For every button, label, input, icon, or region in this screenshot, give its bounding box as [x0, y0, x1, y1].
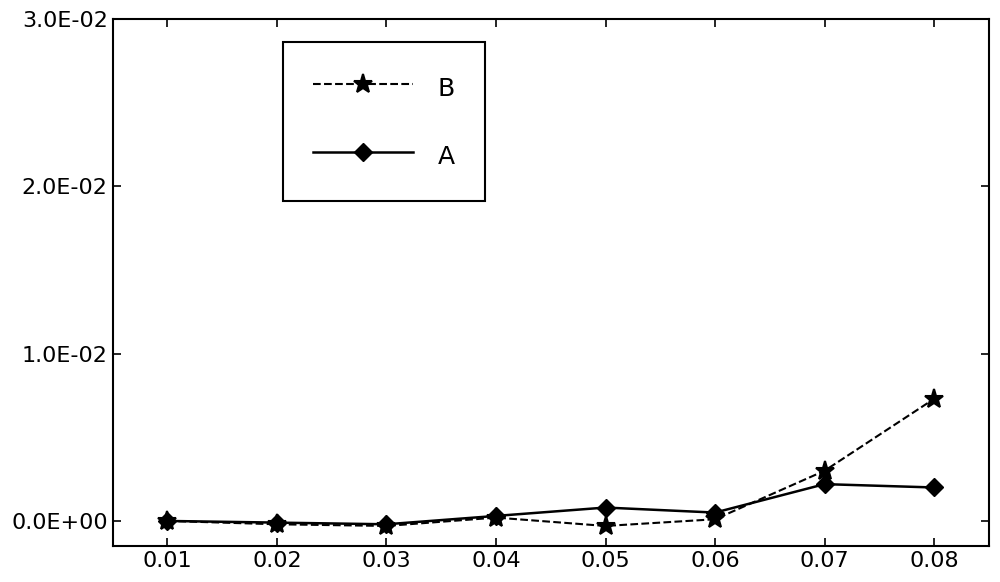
A	[709, 509, 721, 516]
Line: A: A	[161, 478, 940, 531]
B	[600, 523, 612, 530]
B	[819, 467, 831, 474]
B	[271, 521, 283, 528]
B	[380, 523, 392, 530]
A	[928, 484, 940, 491]
A	[490, 512, 502, 519]
A	[380, 521, 392, 528]
Line: B: B	[158, 389, 944, 535]
A	[819, 481, 831, 488]
B	[161, 517, 173, 524]
B	[709, 516, 721, 523]
A	[161, 517, 173, 524]
B	[490, 514, 502, 521]
Legend: B, A: B, A	[283, 42, 485, 201]
A	[271, 519, 283, 526]
A	[600, 504, 612, 511]
B	[928, 395, 940, 402]
